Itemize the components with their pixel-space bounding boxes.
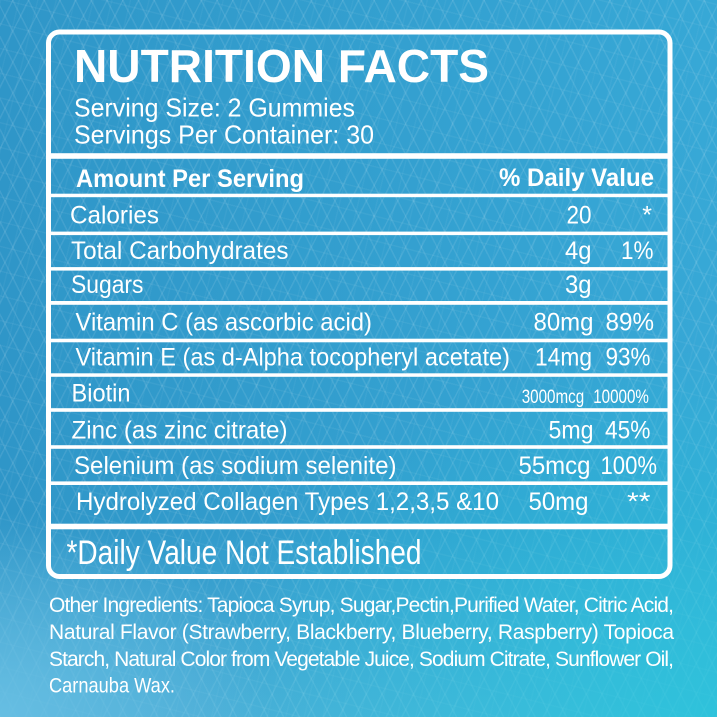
svg-text:100%: 100% bbox=[601, 452, 658, 480]
svg-text:55mcg: 55mcg bbox=[519, 452, 591, 480]
svg-text:Calories: Calories bbox=[70, 202, 159, 230]
svg-text:20: 20 bbox=[567, 202, 592, 230]
svg-text:1%: 1% bbox=[621, 237, 654, 265]
svg-text:3g: 3g bbox=[565, 271, 592, 299]
svg-text:10000%: 10000% bbox=[593, 386, 649, 408]
svg-text:45%: 45% bbox=[605, 417, 651, 445]
svg-text:Carnauba Wax.: Carnauba Wax. bbox=[49, 675, 175, 698]
svg-text:Starch, Natural Color from Veg: Starch, Natural Color from Vegetable Jui… bbox=[49, 648, 674, 671]
svg-text:93%: 93% bbox=[606, 344, 651, 372]
svg-text:80mg: 80mg bbox=[534, 309, 594, 337]
svg-text:Natural Flavor (Strawberry, Bl: Natural Flavor (Strawberry, Blackberry, … bbox=[49, 621, 674, 644]
svg-text:*Daily Value Not Established: *Daily Value Not Established bbox=[67, 534, 422, 572]
svg-text:NUTRITION FACTS: NUTRITION FACTS bbox=[74, 40, 489, 92]
svg-text:Servings Per Container: 30: Servings Per Container: 30 bbox=[74, 120, 374, 150]
svg-text:Total Carbohydrates: Total Carbohydrates bbox=[71, 237, 289, 265]
svg-text:Other Ingredients: Tapioca Syr: Other Ingredients: Tapioca Syrup, Sugar,… bbox=[49, 594, 674, 617]
svg-text:89%: 89% bbox=[606, 309, 655, 337]
svg-text:Sugars: Sugars bbox=[71, 271, 144, 299]
svg-text:Biotin: Biotin bbox=[72, 380, 131, 408]
svg-text:Vitamin C (as ascorbic acid): Vitamin C (as ascorbic acid) bbox=[76, 309, 373, 337]
svg-text:Amount Per Serving: Amount Per Serving bbox=[76, 165, 304, 193]
svg-text:4g: 4g bbox=[565, 237, 592, 265]
svg-text:50mg: 50mg bbox=[529, 488, 589, 516]
svg-text:Vitamin E (as d-Alpha tocopher: Vitamin E (as d-Alpha tocopheryl acetate… bbox=[76, 344, 511, 372]
svg-text:5mg: 5mg bbox=[549, 417, 594, 445]
svg-text:3000mcg: 3000mcg bbox=[522, 386, 585, 408]
svg-text:**: ** bbox=[627, 488, 651, 516]
svg-text:Serving Size: 2 Gummies: Serving Size: 2 Gummies bbox=[74, 93, 355, 123]
svg-text:% Daily Value: % Daily Value bbox=[499, 164, 654, 192]
svg-text:Hydrolyzed Collagen Types 1,2,: Hydrolyzed Collagen Types 1,2,3,5 &10 bbox=[76, 488, 499, 516]
svg-text:14mg: 14mg bbox=[535, 344, 592, 372]
svg-text:Zinc (as zinc citrate): Zinc (as zinc citrate) bbox=[72, 417, 288, 445]
svg-text:*: * bbox=[642, 202, 652, 230]
svg-text:Selenium (as sodium selenite): Selenium (as sodium selenite) bbox=[74, 452, 397, 480]
